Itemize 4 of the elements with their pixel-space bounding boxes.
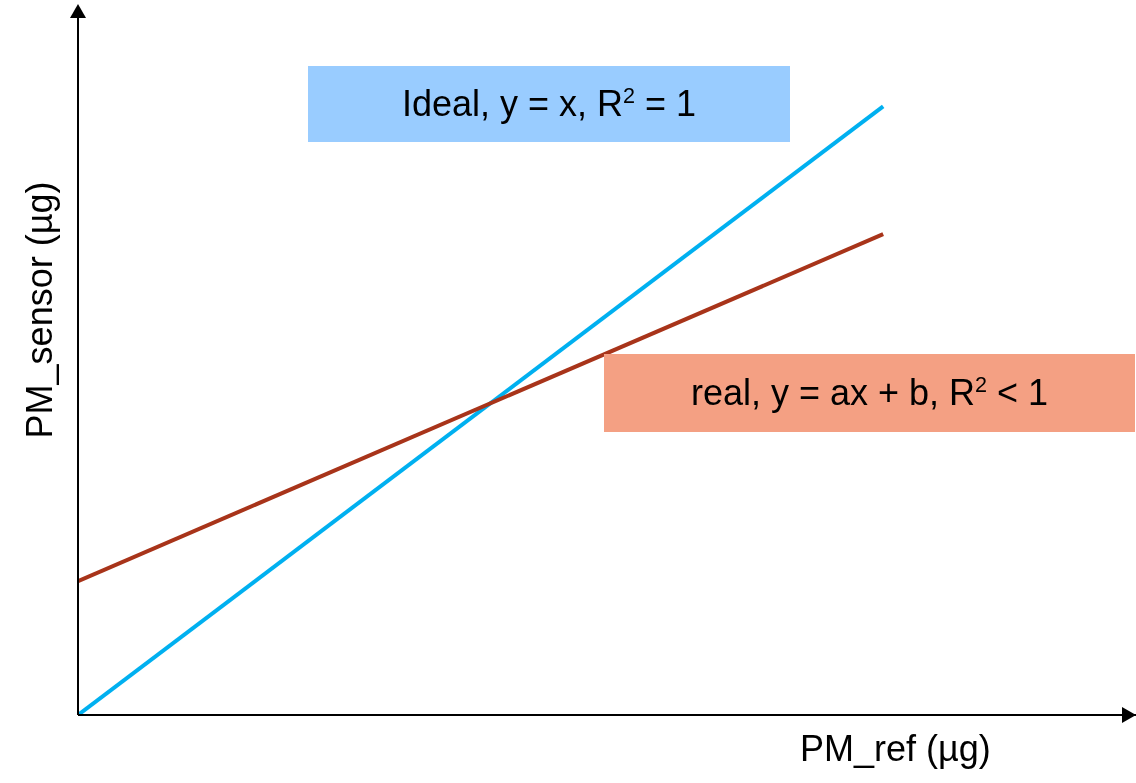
y-axis-title: PM_sensor (µg) — [19, 181, 61, 439]
x-axis-title: PM_ref (µg) — [800, 728, 991, 770]
text: Ideal, y = x, R$^{2}$ = 1 — [401, 83, 697, 124]
series-label: real, y = ax + b, R$^{2}$ < 1 — [690, 372, 1049, 413]
